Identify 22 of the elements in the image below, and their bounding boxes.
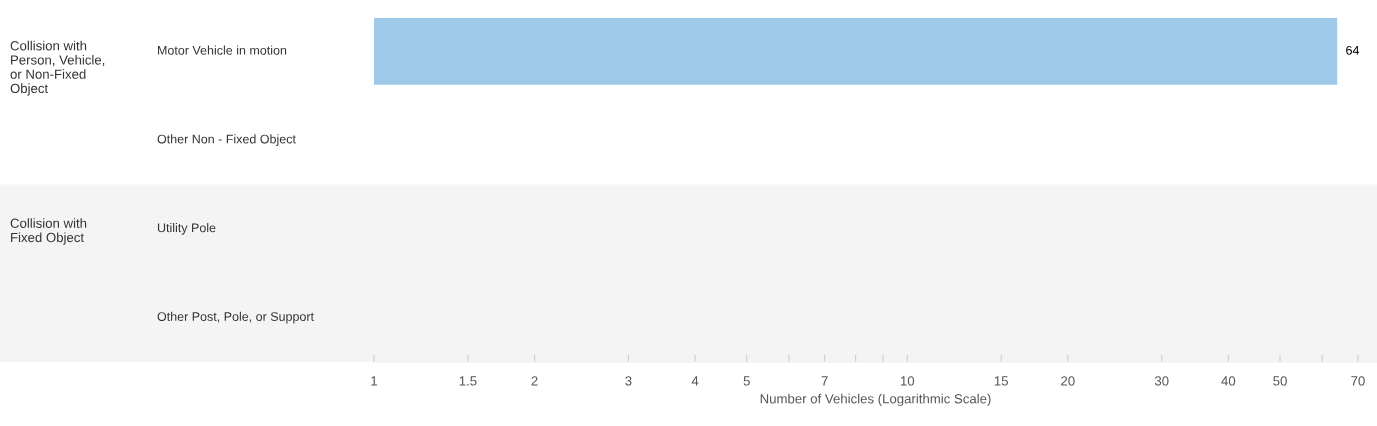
- x-tick-label: 50: [1273, 376, 1287, 386]
- x-tick-label: 1.5: [459, 376, 477, 386]
- x-tick-label: 1: [371, 376, 378, 386]
- x-axis-title: Number of Vehicles (Logarithmic Scale): [760, 393, 991, 407]
- x-tick-label: 15: [994, 376, 1008, 386]
- y-tick-label: Other Non - Fixed Object: [157, 134, 296, 146]
- text: Collision with Person, Vehicle, or Non-Fixed Object: [10, 40, 105, 96]
- x-tick-label: 4: [691, 376, 699, 386]
- x-tick-label: 7: [821, 376, 828, 386]
- x-tick-label: 10: [900, 376, 915, 386]
- y-tick-label: Other Post, Pole, or Support: [157, 311, 314, 324]
- x-tick-label: 20: [1061, 376, 1075, 386]
- y-tick-label: Motor Vehicle in motion: [158, 45, 287, 55]
- x-tick-label: 30: [1154, 376, 1169, 386]
- x-tick-label: 40: [1221, 376, 1236, 386]
- x-tick-label: 5: [743, 376, 750, 386]
- y-tick-label: Utility Pole: [157, 223, 216, 235]
- x-tick-label: 3: [625, 376, 632, 386]
- x-tick-label: 2: [531, 376, 538, 386]
- data-label: 64: [1346, 45, 1360, 55]
- text: Collision with Fixed Object: [10, 218, 87, 245]
- x-tick-label: 70: [1351, 376, 1365, 386]
